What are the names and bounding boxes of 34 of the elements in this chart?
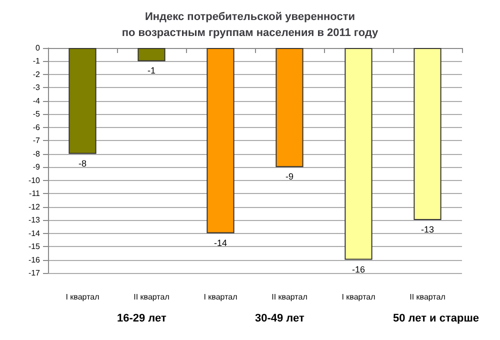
y-tick-label: -10 (28, 176, 41, 185)
text: 50 лет и старше (393, 312, 479, 324)
data-label: -16 (352, 264, 366, 274)
text: 30-49 лет (254, 312, 305, 324)
y-tick-label: -8 (32, 149, 41, 158)
y-tick-label: -5 (32, 110, 41, 119)
chart-title: Индекс потребительской уверенности по возрастным группам населения в 2011 году (122, 11, 380, 39)
y-tick-label: -16 (28, 255, 41, 264)
y-tick-label: -4 (32, 96, 41, 106)
y-tick-label: -2 (32, 70, 41, 79)
x-tick-label: II квартал (134, 292, 170, 302)
y-tick-label: -1 (32, 56, 41, 66)
x-tick-label: II квартал (410, 292, 446, 302)
y-tick-label: -6 (32, 122, 41, 132)
data-label: -8 (78, 158, 87, 168)
data-label: -9 (285, 172, 294, 182)
x-tick-label: II квартал (272, 292, 308, 302)
y-tick-label: -14 (28, 228, 41, 238)
data-label: -1 (147, 66, 156, 76)
x-tick-label: I квартал (66, 292, 100, 302)
text: 16-29 лет (116, 312, 167, 324)
x-tick-label: I квартал (342, 292, 376, 302)
y-tick-label: -3 (32, 83, 41, 92)
y-tick-label: -7 (32, 136, 41, 146)
data-label: -13 (420, 224, 434, 235)
y-tick-label: -13 (28, 216, 41, 225)
y-tick-label: -12 (28, 202, 41, 212)
x-tick-label: I квартал (204, 292, 238, 302)
data-label: -14 (214, 238, 228, 248)
y-tick-label: -9 (32, 162, 41, 172)
y-tick-label: -15 (28, 242, 41, 252)
y-tick-label: 0 (36, 44, 41, 52)
y-tick-label: -17 (28, 268, 41, 278)
y-tick-label: -11 (29, 189, 41, 198)
